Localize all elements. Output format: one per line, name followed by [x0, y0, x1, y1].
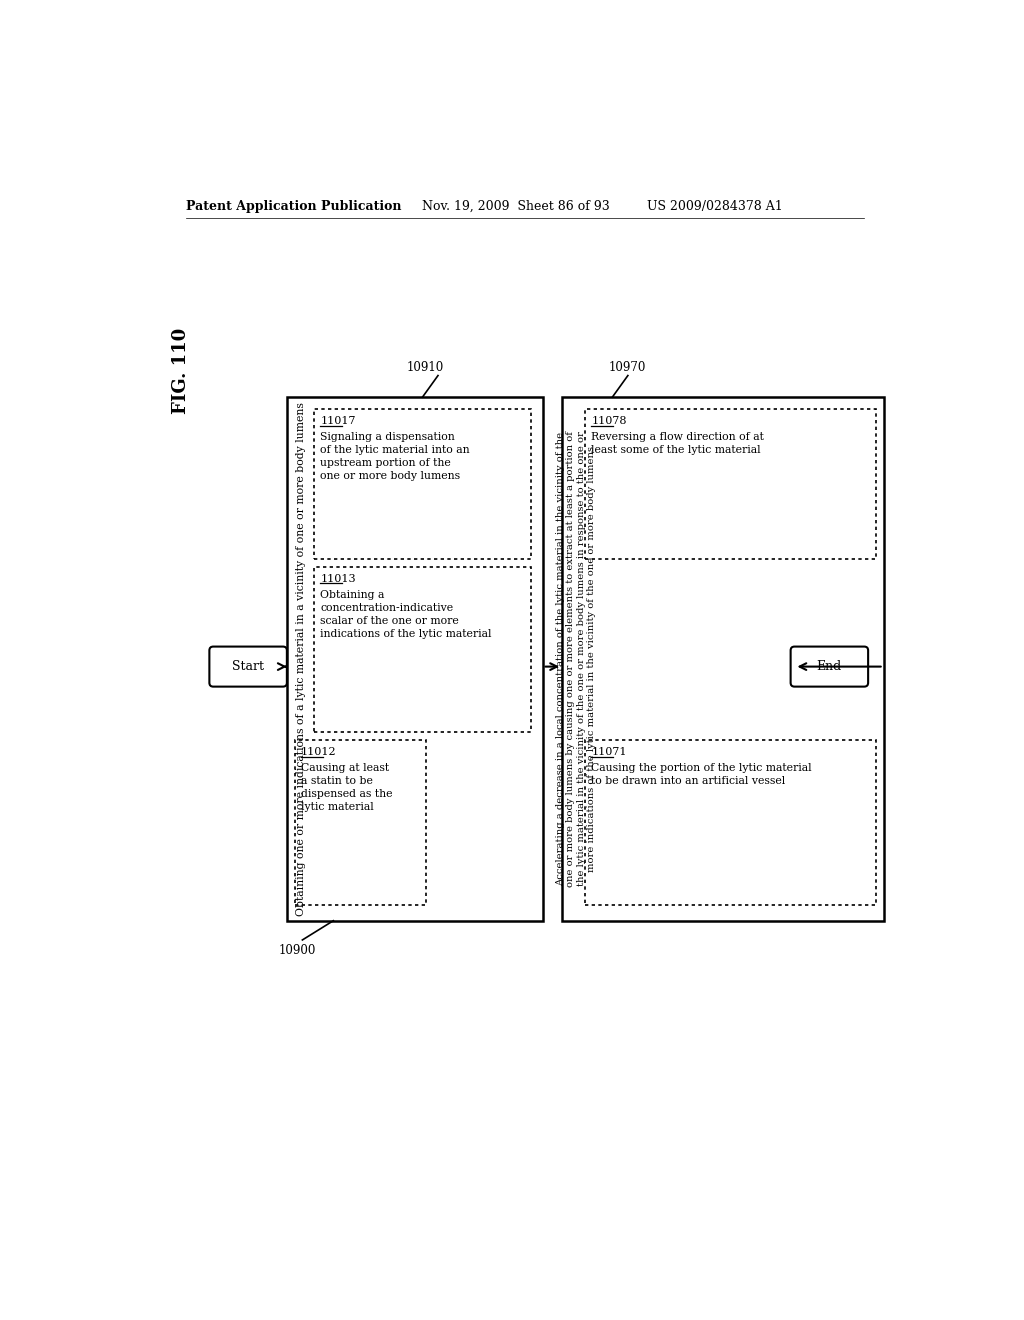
Bar	[562, 397, 884, 921]
Text: Obtaining one or more indications of a lytic material in a vicinity of one or mo: Obtaining one or more indications of a l…	[296, 403, 306, 916]
Bar	[295, 739, 426, 906]
Text: Nov. 19, 2009  Sheet 86 of 93: Nov. 19, 2009 Sheet 86 of 93	[423, 199, 610, 213]
Text: Patent Application Publication: Patent Application Publication	[186, 199, 401, 213]
Text: Start: Start	[232, 660, 264, 673]
Text: 11012: 11012	[301, 747, 337, 758]
Text: 10900: 10900	[280, 944, 316, 957]
Bar	[314, 409, 531, 558]
Bar	[314, 566, 531, 733]
Text: End: End	[817, 660, 842, 673]
Text: 11013: 11013	[321, 574, 355, 585]
Text: Causing the portion of the lytic material
to be drawn into an artificial vessel: Causing the portion of the lytic materia…	[592, 763, 812, 785]
Bar	[287, 397, 543, 921]
Text: Accelerating a decrease in a local concentration of the lytic material in the vi: Accelerating a decrease in a local conce…	[556, 430, 596, 887]
Bar	[586, 409, 876, 558]
Text: 10910: 10910	[407, 360, 444, 374]
Text: Causing at least
a statin to be
dispensed as the
lytic material: Causing at least a statin to be dispense…	[301, 763, 392, 812]
Text: 11078: 11078	[592, 416, 627, 426]
Bar	[586, 739, 876, 906]
Text: US 2009/0284378 A1: US 2009/0284378 A1	[647, 199, 783, 213]
Text: 11071: 11071	[592, 747, 627, 758]
FancyBboxPatch shape	[791, 647, 868, 686]
Text: Obtaining a
concentration-indicative
scalar of the one or more
indications of th: Obtaining a concentration-indicative sca…	[321, 590, 492, 639]
Text: Reversing a flow direction of at
least some of the lytic material: Reversing a flow direction of at least s…	[592, 432, 764, 455]
Text: 10970: 10970	[608, 360, 646, 374]
Text: 11017: 11017	[321, 416, 355, 426]
Text: Signaling a dispensation
of the lytic material into an
upstream portion of the
o: Signaling a dispensation of the lytic ma…	[321, 432, 470, 482]
FancyBboxPatch shape	[209, 647, 287, 686]
Text: FIG. 110: FIG. 110	[172, 327, 189, 414]
